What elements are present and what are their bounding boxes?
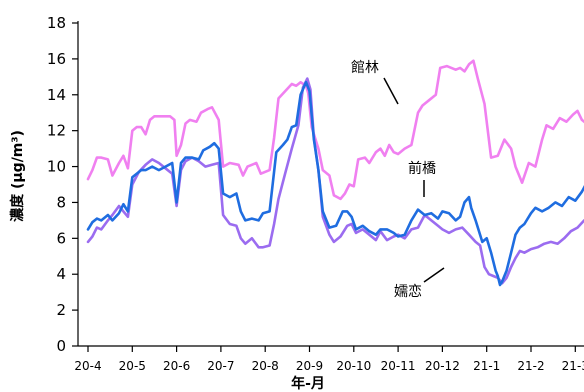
series-line-館林 <box>86 59 584 201</box>
x-tick-label: 20-7 <box>207 359 234 373</box>
series-label-前橋: 前橋 <box>408 160 436 177</box>
x-tick-label: 20-11 <box>381 359 416 373</box>
y-tick-label: 2 <box>56 301 66 319</box>
x-tick-label: 20-4 <box>74 359 101 373</box>
series-label-嬬恋: 嬬恋 <box>394 283 422 300</box>
x-tick-label: 20-8 <box>252 359 279 373</box>
plot-area <box>86 59 584 287</box>
x-tick-label: 20-10 <box>336 359 371 373</box>
x-tick-label: 21-2 <box>517 359 544 373</box>
series-line-前橋 <box>86 80 584 287</box>
axes: 0 2 4 6 8 10 12 14 16 18 20-4 20-5 20-6 20-7 20-8 20-9 2… <box>47 14 584 373</box>
y-tick-label: 14 <box>47 86 66 104</box>
x-tick-label: 21-3 <box>562 359 584 373</box>
x-tick-label: 20-6 <box>163 359 190 373</box>
y-tick-label: 18 <box>47 14 66 32</box>
series-label-館林: 館林 <box>351 59 379 76</box>
x-tick-label: 20-12 <box>425 359 460 373</box>
y-tick-label: 10 <box>47 158 66 176</box>
y-tick-label: 0 <box>56 337 66 355</box>
y-tick-label: 8 <box>56 193 66 211</box>
y-tick-label: 6 <box>56 229 66 247</box>
x-tick-label: 20-9 <box>296 359 323 373</box>
leader-line-館林 <box>383 77 399 105</box>
x-tick-label: 21-1 <box>473 359 500 373</box>
y-tick-label: 4 <box>56 265 66 283</box>
y-tick-label: 12 <box>47 122 66 140</box>
series-line-嬬恋 <box>86 77 584 285</box>
y-tick-label: 16 <box>47 50 66 68</box>
x-axis-title: 年-月 <box>291 375 325 392</box>
x-tick-label: 20-5 <box>119 359 146 373</box>
leader-line-嬬恋 <box>423 267 445 283</box>
y-axis-title: 濃度 (μg/m³) <box>9 130 26 222</box>
